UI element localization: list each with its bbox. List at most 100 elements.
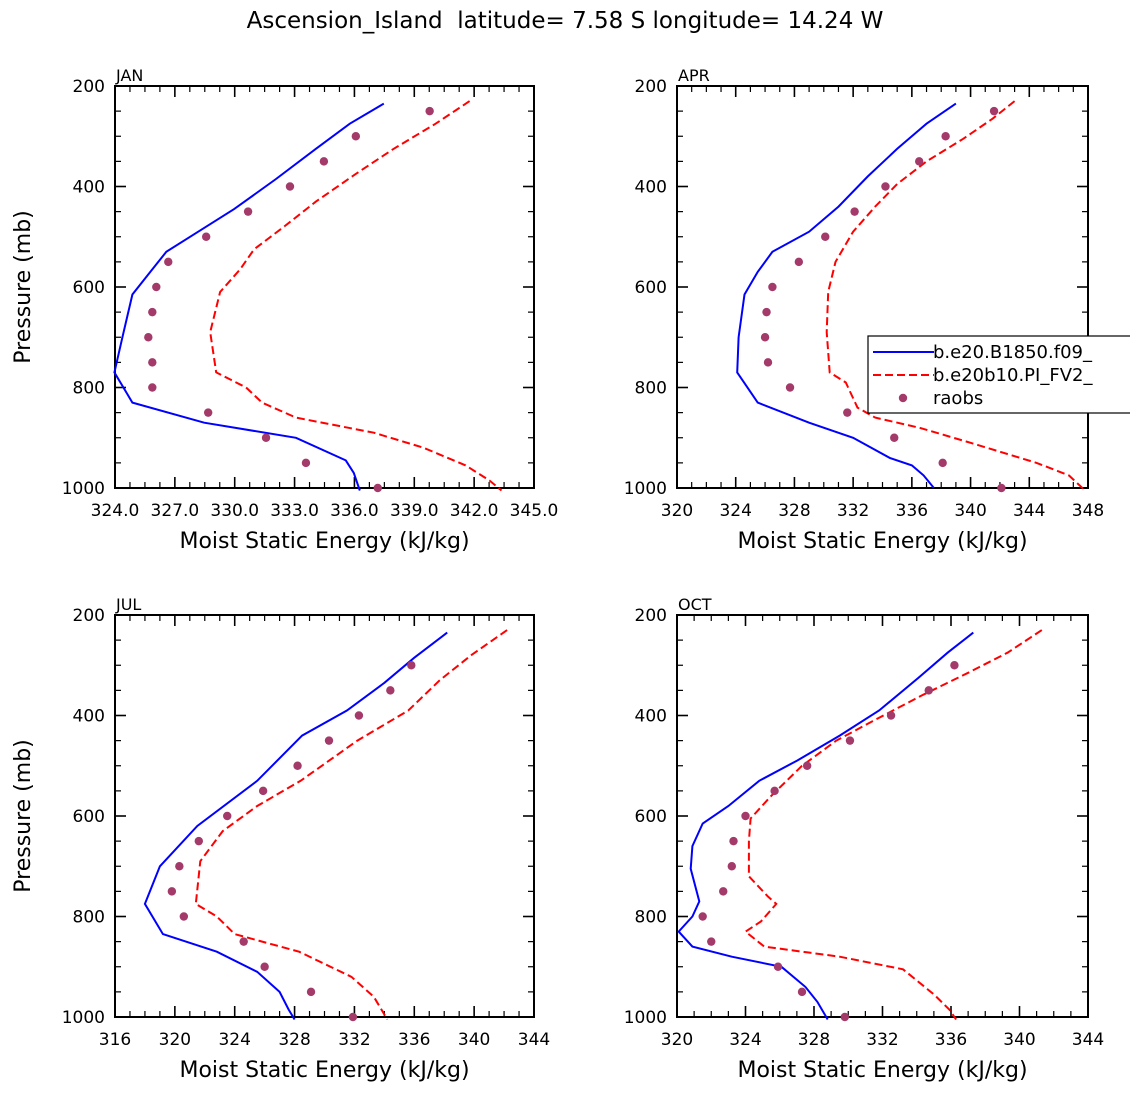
raobs-point: [886, 711, 896, 720]
raobs-point: [167, 887, 177, 896]
raobs-point: [773, 962, 783, 971]
raobs-point: [881, 182, 890, 191]
y-tick-label: 600: [635, 807, 667, 827]
x-tick-label: 333.0: [270, 501, 319, 521]
raobs-point: [243, 207, 253, 216]
raobs-point: [719, 887, 728, 896]
raobs-point: [914, 157, 924, 166]
plot-frame: [676, 85, 1089, 489]
x-tick-label: 328: [778, 501, 810, 521]
raobs-point: [997, 483, 1006, 493]
raobs-point: [760, 333, 770, 342]
raobs-point: [794, 257, 804, 267]
y-axis-title: Pressure (mb): [11, 739, 36, 893]
raobs-point: [924, 686, 933, 695]
x-tick-label: 348: [1072, 501, 1104, 521]
raobs-point: [698, 912, 707, 921]
raobs-point: [950, 661, 959, 670]
series-line-b-e20-B1850: [677, 631, 974, 1021]
raobs-point: [729, 836, 738, 846]
x-tick-label: 336: [896, 501, 928, 521]
legend-swatch-marker: [898, 393, 908, 403]
x-tick-label: 342.0: [450, 501, 499, 521]
y-tick-label: 600: [73, 278, 105, 298]
x-tick-label: 336.0: [330, 501, 379, 521]
y-tick-label: 800: [635, 379, 667, 399]
x-axis-title: Moist Static Energy (kJ/kg): [179, 1058, 469, 1083]
raobs-point: [762, 307, 771, 317]
y-tick-label: 1000: [62, 1008, 105, 1028]
raobs-point: [348, 1012, 358, 1022]
y-tick-label: 200: [73, 77, 105, 97]
raobs-point: [306, 987, 316, 997]
raobs-point: [293, 761, 302, 770]
panel-oct: 320 324 328 332 336 340 344 200 400 600 800 1000 OCT…: [624, 595, 1104, 1083]
raobs-point: [164, 257, 173, 267]
panel-jan: 324.0 327.0 330.0 333.0 336.0 339.0 342.0 345.0…: [11, 66, 558, 554]
x-tick-label: 339.0: [390, 501, 439, 521]
raobs-point: [941, 132, 950, 141]
raobs-point: [802, 761, 812, 770]
series-line-b-e20-B1850: [143, 631, 448, 1021]
raobs-point: [152, 282, 161, 292]
raobs-point: [175, 862, 184, 871]
y-tick-label: 400: [73, 178, 105, 198]
raobs-point: [386, 686, 395, 695]
raobs-point: [373, 483, 382, 493]
raobs-point: [890, 433, 899, 442]
raobs-point: [821, 232, 830, 241]
x-tick-label: 327.0: [151, 501, 200, 521]
x-tick-label: 332: [866, 1030, 898, 1050]
panel-label: APR: [678, 66, 710, 85]
x-tick-label: 344: [1013, 501, 1045, 521]
raobs-point: [194, 836, 203, 846]
raobs-point: [148, 307, 157, 317]
x-axis-title: Moist Static Energy (kJ/kg): [737, 529, 1027, 554]
panel-label: JUL: [115, 595, 141, 614]
raobs-point: [768, 282, 777, 292]
series-line-b-e20b10-PI-FV2: [194, 629, 508, 1021]
y-tick-label: 1000: [624, 479, 667, 499]
raobs-point: [148, 358, 157, 367]
raobs-point: [203, 408, 213, 417]
raobs-point: [354, 711, 364, 720]
raobs-point: [179, 912, 189, 921]
x-tick-label: 320: [661, 501, 693, 521]
raobs-point: [763, 358, 773, 367]
y-tick-label: 200: [635, 606, 667, 626]
raobs-point: [260, 962, 269, 971]
x-tick-label: 324: [719, 501, 751, 521]
x-tick-label: 336: [398, 1030, 430, 1050]
raobs-point: [301, 458, 311, 468]
x-tick-label: 344: [1072, 1030, 1104, 1050]
x-tick-label: 340: [458, 1030, 490, 1050]
y-tick-label: 1000: [62, 479, 105, 499]
x-tick-label: 324: [729, 1030, 761, 1050]
x-tick-label: 324.0: [91, 501, 140, 521]
x-axis-title: Moist Static Energy (kJ/kg): [737, 1058, 1027, 1083]
figure-title: Ascension_Island latitude= 7.58 S longit…: [247, 8, 884, 34]
raobs-point: [223, 811, 232, 821]
legend-label: b.e20b10.PI_FV2_: [933, 365, 1093, 386]
raobs-point: [261, 433, 271, 442]
x-tick-label: 340: [954, 501, 986, 521]
y-tick-label: 200: [635, 77, 667, 97]
plot-frame: [114, 614, 535, 1018]
x-tick-label: 330.0: [210, 501, 259, 521]
legend-label: raobs: [933, 388, 983, 409]
panel-apr: 320 324 328 332 336 340 344 348 200 400 600 800 1000…: [624, 66, 1130, 554]
panel-jul: 316 320 324 328 332 336 340 344 200 400 600 800 1000…: [11, 595, 550, 1083]
y-tick-label: 400: [73, 707, 105, 727]
y-tick-label: 1000: [624, 1008, 667, 1028]
x-axis-title: Moist Static Energy (kJ/kg): [179, 529, 469, 554]
raobs-point: [407, 661, 416, 670]
y-tick-label: 800: [635, 908, 667, 928]
raobs-point: [148, 383, 157, 392]
x-tick-label: 324: [218, 1030, 250, 1050]
x-tick-label: 328: [278, 1030, 310, 1050]
x-tick-label: 340: [1003, 1030, 1035, 1050]
x-tick-label: 320: [661, 1030, 693, 1050]
x-tick-label: 344: [518, 1030, 550, 1050]
series-line-b-e20b10-PI-FV2: [209, 100, 503, 492]
